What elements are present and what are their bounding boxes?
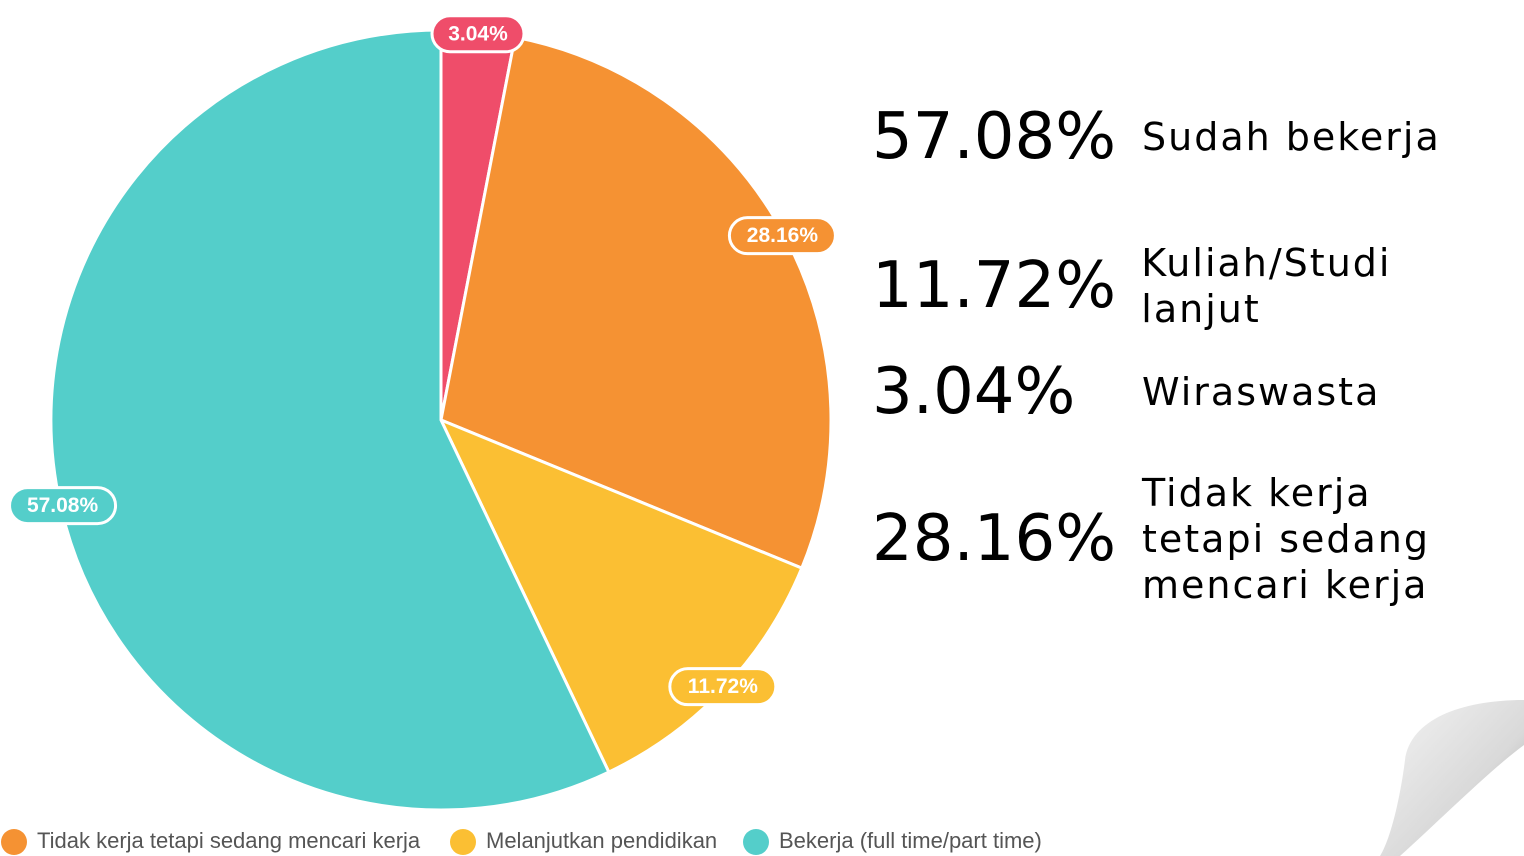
legend-swatch — [450, 829, 476, 855]
label-pill — [668, 667, 778, 707]
label-text: 11.72% — [688, 675, 758, 698]
summary-row: 57.08% Sudah bekerja — [872, 100, 1441, 174]
data-label: 57.08% — [8, 486, 118, 526]
data-label: 3.04% — [430, 14, 526, 54]
summary-percent: 57.08% — [872, 100, 1117, 174]
summary-label: Wiraswasta — [1142, 370, 1381, 414]
summary-percent: 3.04% — [872, 355, 1076, 429]
label-pill — [727, 216, 837, 256]
data-label: 11.72% — [668, 667, 778, 707]
summary-row: 11.72% Kuliah/Studi lanjut — [872, 240, 1524, 332]
summary-label: Tidak kerja tetapi sedang mencari kerja — [1142, 471, 1431, 607]
legend-label: Bekerja (full time/part time) — [779, 828, 1042, 853]
label-text: 3.04% — [448, 22, 508, 45]
label-pill — [430, 14, 526, 54]
data-label: 28.16% — [727, 216, 837, 256]
summary-row: 3.04% Wiraswasta — [872, 355, 1380, 429]
summary-percent: 11.72% — [872, 249, 1117, 323]
legend-label: Melanjutkan pendidikan — [486, 828, 717, 853]
legend-swatch — [1, 829, 27, 855]
page-curl — [1380, 700, 1524, 856]
label-pill — [8, 486, 118, 526]
summary-label: Kuliah/Studi lanjut — [1141, 241, 1392, 331]
legend-label: Tidak kerja tetapi sedang mencari kerja — [37, 828, 421, 853]
summary-label: Sudah bekerja — [1142, 115, 1441, 159]
legend-swatch — [743, 829, 769, 855]
label-text: 28.16% — [747, 224, 819, 247]
summary-row: 28.16% Tidak kerja tetapi sedang mencari … — [872, 470, 1442, 608]
label-text: 57.08% — [27, 494, 99, 517]
summary-percent: 28.16% — [872, 502, 1117, 576]
